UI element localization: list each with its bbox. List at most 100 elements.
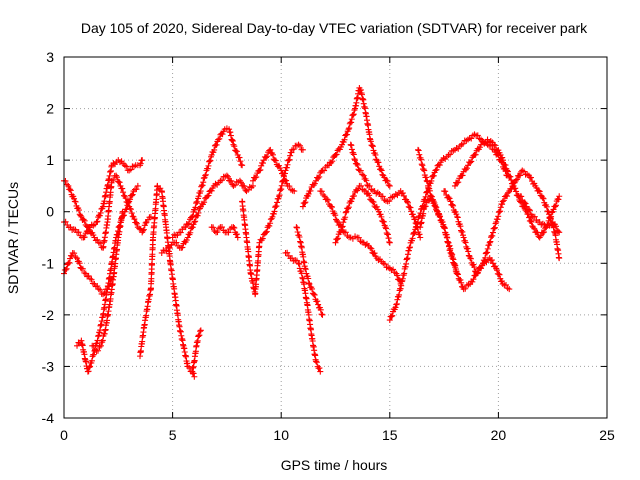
data-point xyxy=(333,217,340,224)
data-point xyxy=(522,200,529,207)
data-point xyxy=(435,210,442,217)
y-tick-label: -3 xyxy=(42,358,55,374)
data-point xyxy=(487,238,494,245)
data-point xyxy=(497,208,504,215)
data-point xyxy=(446,242,453,249)
data-point xyxy=(436,213,443,220)
data-point xyxy=(142,219,149,226)
data-point xyxy=(489,229,496,236)
data-point xyxy=(350,151,357,158)
data-point xyxy=(318,168,325,175)
x-tick-label: 20 xyxy=(491,427,507,443)
data-point xyxy=(189,213,196,220)
y-axis-label: SDTVAR / TECUs xyxy=(5,182,21,294)
data-point xyxy=(95,239,102,246)
data-point xyxy=(231,143,238,150)
data-point xyxy=(75,229,82,236)
data-point xyxy=(288,149,295,156)
data-point xyxy=(540,195,547,202)
data-point xyxy=(488,234,495,241)
data-point xyxy=(272,157,279,164)
data-point xyxy=(302,266,309,273)
data-point xyxy=(345,126,352,133)
data-point xyxy=(386,239,393,246)
data-point xyxy=(315,301,322,308)
data-point xyxy=(528,218,535,225)
data-point xyxy=(450,256,457,263)
data-point xyxy=(467,255,474,262)
data-point xyxy=(420,166,427,173)
data-point xyxy=(120,189,127,196)
data-point xyxy=(297,238,304,245)
data-point xyxy=(296,261,303,268)
data-point xyxy=(347,141,354,148)
data-point xyxy=(305,275,312,282)
data-point xyxy=(452,262,459,269)
data-point xyxy=(513,176,520,183)
data-point xyxy=(85,224,92,231)
data-point xyxy=(81,269,88,276)
data-point xyxy=(127,166,134,173)
data-point xyxy=(535,187,542,194)
data-point xyxy=(201,199,208,206)
y-tick-label: -2 xyxy=(42,307,55,323)
data-point xyxy=(447,151,454,158)
data-point xyxy=(113,174,120,181)
data-point xyxy=(71,250,78,257)
data-point xyxy=(267,220,274,227)
data-point xyxy=(452,266,459,273)
data-point xyxy=(323,196,330,203)
data-point xyxy=(101,330,108,337)
data-point xyxy=(383,230,390,237)
data-point xyxy=(468,135,475,142)
data-point xyxy=(415,147,422,154)
data-point xyxy=(263,228,270,235)
data-point xyxy=(302,199,309,206)
data-point xyxy=(480,260,487,267)
data-point xyxy=(512,177,519,184)
data-point xyxy=(283,177,290,184)
data-point xyxy=(65,182,72,189)
data-point xyxy=(449,201,456,208)
data-point xyxy=(358,182,365,189)
data-point xyxy=(445,239,452,246)
data-point xyxy=(527,174,534,181)
data-point xyxy=(369,143,376,150)
data-point xyxy=(458,227,465,234)
data-point xyxy=(256,167,263,174)
data-point xyxy=(454,179,461,186)
data-point xyxy=(424,178,431,185)
data-point xyxy=(500,197,507,204)
data-point xyxy=(454,213,461,220)
data-point xyxy=(459,228,466,235)
data-point xyxy=(196,332,203,339)
data-point xyxy=(392,304,399,311)
data-point xyxy=(424,182,431,189)
data-point xyxy=(539,194,546,201)
data-point xyxy=(133,219,140,226)
data-point xyxy=(214,229,221,236)
data-point xyxy=(273,203,280,210)
data-point xyxy=(87,363,94,370)
data-point xyxy=(294,224,301,231)
data-point xyxy=(404,198,411,205)
data-point xyxy=(96,212,103,219)
data-point xyxy=(193,200,200,207)
data-point xyxy=(284,249,291,256)
data-point xyxy=(426,187,433,194)
data-point xyxy=(79,265,86,272)
data-point xyxy=(147,213,154,220)
data-point xyxy=(67,187,74,194)
data-point xyxy=(462,239,469,246)
data-point xyxy=(140,227,147,234)
data-point xyxy=(297,142,304,149)
data-point xyxy=(305,280,312,286)
data-point xyxy=(213,141,220,148)
data-point xyxy=(382,224,389,231)
data-point xyxy=(366,182,373,189)
data-point xyxy=(249,182,256,189)
data-point xyxy=(383,177,390,184)
data-point xyxy=(506,286,513,293)
data-point xyxy=(468,158,475,165)
data-point xyxy=(227,129,234,136)
